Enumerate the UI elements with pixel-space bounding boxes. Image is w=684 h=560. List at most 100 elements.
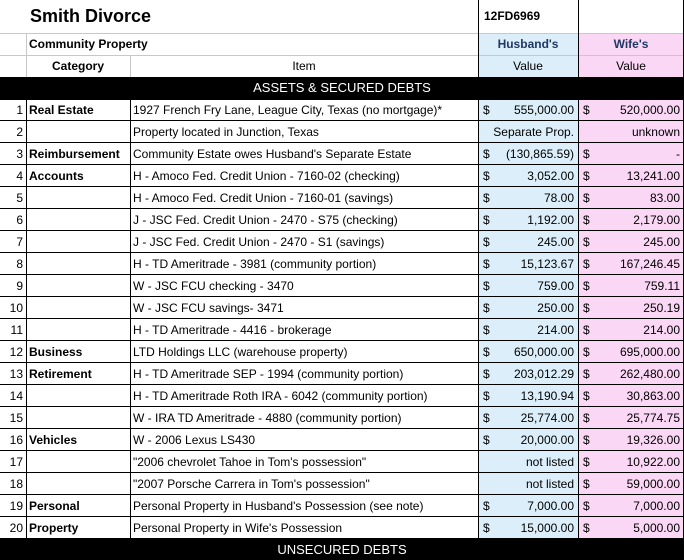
wife-value[interactable]: 245.00 xyxy=(643,235,680,249)
category-cell[interactable] xyxy=(26,209,130,231)
husband-value[interactable]: 13,190.94 xyxy=(520,389,574,403)
section-label[interactable]: Community Property xyxy=(29,37,148,51)
husband-value[interactable]: 759.00 xyxy=(537,279,574,293)
page-title[interactable]: Smith Divorce xyxy=(30,6,152,26)
item-cell[interactable]: H - TD Ameritrade - 3981 (community port… xyxy=(133,257,377,271)
category-cell[interactable] xyxy=(26,407,130,429)
category-cell[interactable] xyxy=(26,385,130,407)
wife-value[interactable]: 167,246.45 xyxy=(619,257,680,271)
category-cell[interactable]: Reimbursement xyxy=(29,147,120,161)
category-cell[interactable]: Accounts xyxy=(29,169,84,183)
item-cell[interactable]: H - TD Ameritrade - 4416 - brokerage xyxy=(133,323,332,337)
row-number[interactable]: 3 xyxy=(16,147,23,161)
item-cell[interactable]: "2006 chevrolet Tahoe in Tom's possessio… xyxy=(133,455,367,469)
row-number[interactable]: 14 xyxy=(9,389,23,403)
wife-value[interactable]: 83.00 xyxy=(649,191,680,205)
item-cell[interactable]: J - JSC Fed. Credit Union - 2470 - S75 (… xyxy=(133,213,398,227)
husband-value[interactable]: Separate Prop. xyxy=(493,125,574,139)
category-cell[interactable] xyxy=(26,275,130,297)
wife-value[interactable]: 10,922.00 xyxy=(626,455,680,469)
category-cell[interactable] xyxy=(26,187,130,209)
case-number[interactable]: 12FD6969 xyxy=(484,9,541,23)
item-cell[interactable]: LTD Holdings LLC (warehouse property) xyxy=(133,345,348,359)
wife-value[interactable]: 250.19 xyxy=(643,301,680,315)
item-cell[interactable]: W - JSC FCU savings- 3471 xyxy=(133,301,284,315)
husband-value[interactable]: 214.00 xyxy=(537,323,574,337)
item-cell[interactable]: Personal Property in Husband's Possessio… xyxy=(133,499,424,513)
wife-value[interactable]: 520,000.00 xyxy=(619,103,680,117)
category-cell[interactable] xyxy=(26,253,130,275)
husband-value[interactable]: 15,123.67 xyxy=(520,257,574,271)
category-cell[interactable] xyxy=(26,319,130,341)
item-cell[interactable]: W - JSC FCU checking - 3470 xyxy=(133,279,294,293)
wife-value[interactable]: 2,179.00 xyxy=(633,213,680,227)
category-cell[interactable]: Property xyxy=(29,521,79,535)
wife-value[interactable]: - xyxy=(676,147,680,161)
husband-value[interactable]: 20,000.00 xyxy=(520,433,574,447)
category-cell[interactable]: Personal xyxy=(29,499,80,513)
category-cell[interactable]: Business xyxy=(29,345,83,359)
husband-value[interactable]: 3,052.00 xyxy=(527,169,574,183)
husband-header-line2[interactable]: Value xyxy=(513,59,543,73)
wife-value[interactable]: 695,000.00 xyxy=(619,345,680,359)
item-cell[interactable]: W - IRA TD Ameritrade - 4880 (community … xyxy=(133,411,402,425)
husband-value[interactable]: not listed xyxy=(525,455,574,469)
item-cell[interactable]: Property located in Junction, Texas xyxy=(133,125,319,139)
row-number[interactable]: 20 xyxy=(9,521,23,535)
row-number[interactable]: 18 xyxy=(9,477,23,491)
wife-value[interactable]: 5,000.00 xyxy=(633,521,680,535)
item-cell[interactable]: Personal Property in Wife's Possession xyxy=(133,521,343,535)
row-number[interactable]: 13 xyxy=(9,367,23,381)
wife-value[interactable]: 759.11 xyxy=(644,279,680,293)
husband-value[interactable]: 245.00 xyxy=(537,235,574,249)
item-header[interactable]: Item xyxy=(292,59,316,73)
category-cell[interactable]: Real Estate xyxy=(29,103,94,117)
row-number[interactable]: 1 xyxy=(16,103,23,117)
item-cell[interactable]: "2007 Porsche Carrera in Tom's possessio… xyxy=(133,477,370,491)
item-cell[interactable]: Community Estate owes Husband's Separate… xyxy=(133,147,412,161)
row-number[interactable]: 7 xyxy=(16,235,23,249)
category-cell[interactable] xyxy=(26,473,130,495)
category-cell[interactable] xyxy=(26,297,130,319)
item-cell[interactable]: H - Amoco Fed. Credit Union - 7160-02 (c… xyxy=(133,169,400,183)
row-number[interactable]: 11 xyxy=(10,323,23,337)
husband-value[interactable]: 7,000.00 xyxy=(527,499,574,513)
husband-header-line1[interactable]: Husband's xyxy=(497,37,559,51)
husband-value[interactable]: 650,000.00 xyxy=(513,345,574,359)
husband-value[interactable]: 78.00 xyxy=(543,191,574,205)
wife-value[interactable]: 13,241.00 xyxy=(626,169,680,183)
category-cell[interactable]: Retirement xyxy=(29,367,92,381)
category-cell[interactable] xyxy=(26,451,130,473)
category-cell[interactable] xyxy=(26,231,130,253)
row-number[interactable]: 15 xyxy=(9,411,23,425)
row-number[interactable]: 2 xyxy=(16,125,23,139)
item-cell[interactable]: H - TD Ameritrade SEP - 1994 (community … xyxy=(133,367,404,381)
wife-value[interactable]: 262,480.00 xyxy=(619,367,680,381)
row-number[interactable]: 9 xyxy=(16,279,23,293)
category-cell[interactable]: Vehicles xyxy=(29,433,78,447)
wife-value[interactable]: 30,863.00 xyxy=(626,389,680,403)
row-number[interactable]: 8 xyxy=(16,257,23,271)
wife-header-line1[interactable]: Wife's xyxy=(613,37,649,51)
husband-value[interactable]: 555,000.00 xyxy=(513,103,574,117)
item-cell[interactable]: W - 2006 Lexus LS430 xyxy=(133,433,256,447)
husband-value[interactable]: (130,865.59) xyxy=(505,147,574,161)
husband-value[interactable]: 1,192.00 xyxy=(527,213,574,227)
husband-value[interactable]: not listed xyxy=(525,477,574,491)
category-header[interactable]: Category xyxy=(51,59,104,73)
husband-value[interactable]: 25,774.00 xyxy=(520,411,574,425)
row-number[interactable]: 5 xyxy=(16,191,23,205)
wife-value[interactable]: unknown xyxy=(631,125,680,139)
wife-value[interactable]: 25,774.75 xyxy=(626,411,680,425)
husband-value[interactable]: 250.00 xyxy=(537,301,574,315)
row-number[interactable]: 19 xyxy=(9,499,23,513)
item-cell[interactable]: H - Amoco Fed. Credit Union - 7160-01 (s… xyxy=(133,191,394,205)
wife-header-line2[interactable]: Value xyxy=(616,59,646,73)
wife-value[interactable]: 19,326.00 xyxy=(626,433,680,447)
item-cell[interactable]: H - TD Ameritrade Roth IRA - 6042 (commu… xyxy=(133,389,428,403)
row-number[interactable]: 10 xyxy=(9,301,23,315)
wife-value[interactable]: 214.00 xyxy=(643,323,680,337)
item-cell[interactable]: J - JSC Fed. Credit Union - 2470 - S1 (s… xyxy=(133,235,385,249)
wife-value[interactable]: 59,000.00 xyxy=(626,477,680,491)
row-number[interactable]: 16 xyxy=(9,433,23,447)
